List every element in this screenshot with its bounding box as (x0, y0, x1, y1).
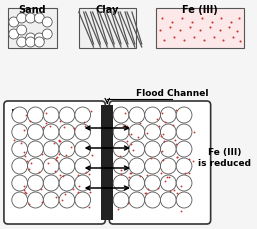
Text: Flood Channel: Flood Channel (136, 89, 208, 98)
Circle shape (43, 141, 59, 157)
Circle shape (59, 158, 75, 174)
Circle shape (42, 29, 52, 39)
Circle shape (75, 107, 90, 123)
Circle shape (59, 141, 75, 157)
Circle shape (176, 158, 192, 174)
Circle shape (34, 37, 44, 47)
Circle shape (26, 13, 35, 23)
FancyBboxPatch shape (109, 101, 211, 224)
Circle shape (75, 124, 90, 140)
Circle shape (59, 175, 75, 191)
Circle shape (9, 17, 19, 27)
Text: Sand: Sand (19, 5, 46, 15)
Circle shape (75, 141, 90, 157)
Circle shape (43, 175, 59, 191)
Circle shape (27, 141, 43, 157)
Circle shape (12, 158, 27, 174)
Circle shape (113, 158, 129, 174)
Circle shape (113, 175, 129, 191)
Circle shape (75, 158, 90, 174)
Text: B: B (11, 108, 21, 121)
Circle shape (75, 175, 90, 191)
Circle shape (129, 158, 145, 174)
Circle shape (59, 192, 75, 208)
Bar (102, 105, 113, 220)
Circle shape (176, 107, 192, 123)
Circle shape (27, 158, 43, 174)
Circle shape (160, 158, 176, 174)
Circle shape (113, 192, 129, 208)
Circle shape (176, 141, 192, 157)
Circle shape (43, 107, 59, 123)
Circle shape (12, 192, 27, 208)
Circle shape (27, 175, 43, 191)
Circle shape (129, 175, 145, 191)
Circle shape (12, 175, 27, 191)
Bar (79, 8, 136, 48)
Circle shape (43, 158, 59, 174)
Circle shape (43, 192, 59, 208)
Circle shape (12, 107, 27, 123)
Circle shape (17, 25, 26, 35)
Circle shape (34, 13, 44, 23)
Circle shape (42, 17, 52, 27)
Text: Fe (III): Fe (III) (182, 5, 218, 15)
Circle shape (113, 141, 129, 157)
Circle shape (59, 124, 75, 140)
Circle shape (12, 124, 27, 140)
Circle shape (59, 107, 75, 123)
Circle shape (160, 107, 176, 123)
Circle shape (176, 192, 192, 208)
Circle shape (160, 141, 176, 157)
Circle shape (160, 124, 176, 140)
Circle shape (160, 175, 176, 191)
Circle shape (129, 124, 145, 140)
Circle shape (113, 124, 129, 140)
Circle shape (129, 141, 145, 157)
Circle shape (75, 192, 90, 208)
Circle shape (43, 124, 59, 140)
Circle shape (145, 158, 160, 174)
Circle shape (27, 107, 43, 123)
Bar (8, 8, 57, 48)
Circle shape (17, 13, 26, 23)
Circle shape (113, 107, 129, 123)
FancyBboxPatch shape (4, 101, 105, 224)
Circle shape (9, 29, 19, 39)
Text: Clay: Clay (96, 5, 119, 15)
Bar (155, 8, 244, 48)
Circle shape (145, 175, 160, 191)
Circle shape (176, 124, 192, 140)
Circle shape (145, 141, 160, 157)
Circle shape (34, 33, 44, 43)
Circle shape (129, 192, 145, 208)
Circle shape (145, 107, 160, 123)
Circle shape (26, 37, 35, 47)
Circle shape (129, 107, 145, 123)
Circle shape (145, 192, 160, 208)
Circle shape (12, 141, 27, 157)
Circle shape (17, 37, 26, 47)
Circle shape (27, 124, 43, 140)
Circle shape (176, 175, 192, 191)
Circle shape (27, 192, 43, 208)
Circle shape (145, 124, 160, 140)
Circle shape (26, 33, 35, 43)
Text: Fe (III)
is reduced: Fe (III) is reduced (198, 148, 251, 168)
Circle shape (160, 192, 176, 208)
